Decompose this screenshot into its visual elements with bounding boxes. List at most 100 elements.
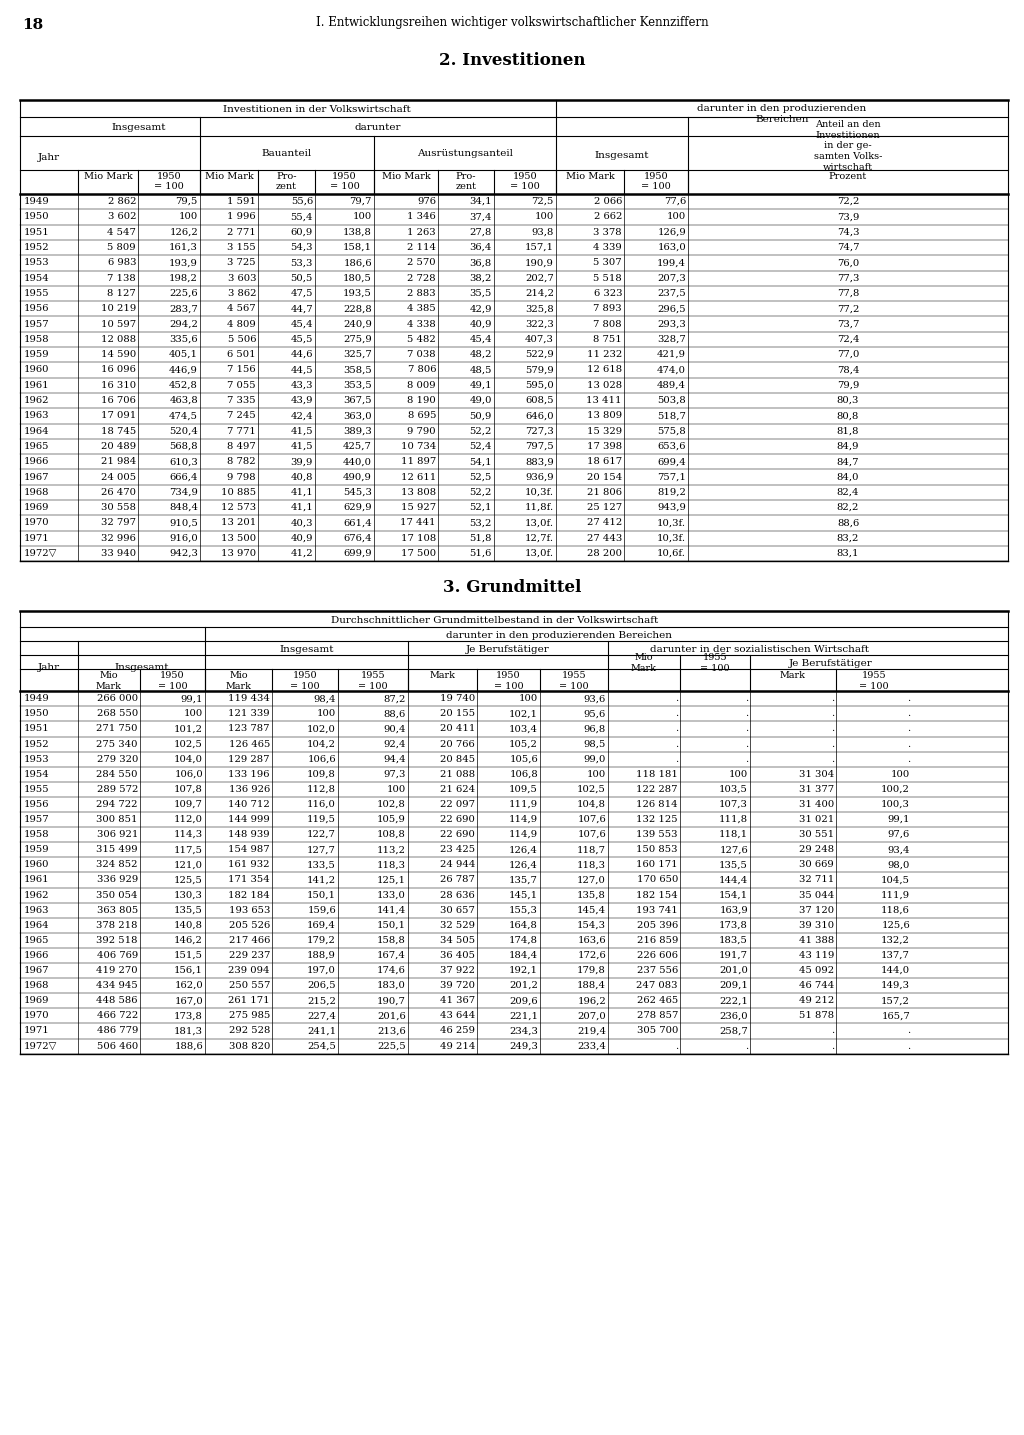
Text: 328,7: 328,7 <box>657 334 686 344</box>
Text: 306 921: 306 921 <box>96 831 138 839</box>
Text: 13 201: 13 201 <box>221 518 256 528</box>
Text: 1950
= 100: 1950 = 100 <box>494 672 523 690</box>
Text: 3. Grundmittel: 3. Grundmittel <box>442 580 582 596</box>
Text: 20 154: 20 154 <box>587 472 622 482</box>
Text: Investitionen in der Volkswirtschaft: Investitionen in der Volkswirtschaft <box>223 105 411 113</box>
Text: 145,4: 145,4 <box>577 905 606 914</box>
Text: .: . <box>830 1042 834 1050</box>
Text: 5 518: 5 518 <box>593 274 622 283</box>
Text: 52,2: 52,2 <box>470 426 492 436</box>
Text: .: . <box>830 709 834 719</box>
Text: 353,5: 353,5 <box>343 380 372 390</box>
Text: 104,5: 104,5 <box>881 875 910 884</box>
Text: 8 782: 8 782 <box>227 458 256 466</box>
Text: 201,2: 201,2 <box>509 982 538 990</box>
Text: 1955: 1955 <box>24 785 49 794</box>
Text: 237,5: 237,5 <box>657 288 686 298</box>
Text: 31 377: 31 377 <box>799 785 834 794</box>
Text: 13 500: 13 500 <box>221 534 256 542</box>
Text: 161 932: 161 932 <box>228 861 270 870</box>
Text: 73,9: 73,9 <box>837 212 859 221</box>
Text: 44,6: 44,6 <box>291 350 313 359</box>
Text: 8 009: 8 009 <box>408 380 436 390</box>
Text: 12 088: 12 088 <box>101 334 136 344</box>
Text: 35 044: 35 044 <box>799 891 834 900</box>
Text: 1950: 1950 <box>24 709 49 719</box>
Text: 241,1: 241,1 <box>307 1026 336 1036</box>
Text: 190,9: 190,9 <box>525 258 554 267</box>
Text: 149,3: 149,3 <box>881 982 910 990</box>
Text: 107,6: 107,6 <box>578 831 606 839</box>
Text: 20 155: 20 155 <box>440 709 475 719</box>
Text: 123 787: 123 787 <box>228 725 270 733</box>
Text: 45 092: 45 092 <box>799 966 834 974</box>
Text: 163,9: 163,9 <box>719 905 748 914</box>
Text: 35,5: 35,5 <box>470 288 492 298</box>
Text: 150 853: 150 853 <box>637 845 678 854</box>
Text: 5 482: 5 482 <box>408 334 436 344</box>
Text: 215,2: 215,2 <box>307 996 336 1006</box>
Text: 421,9: 421,9 <box>657 350 686 359</box>
Text: 1951: 1951 <box>24 725 50 733</box>
Text: 1961: 1961 <box>24 380 49 390</box>
Text: 489,4: 489,4 <box>657 380 686 390</box>
Text: 237 556: 237 556 <box>637 966 678 974</box>
Text: 46 259: 46 259 <box>440 1026 475 1036</box>
Text: .: . <box>675 1042 678 1050</box>
Text: 3 862: 3 862 <box>227 288 256 298</box>
Text: 113,2: 113,2 <box>377 845 406 854</box>
Text: 17 091: 17 091 <box>100 412 136 420</box>
Text: 77,0: 77,0 <box>837 350 859 359</box>
Text: 37,4: 37,4 <box>469 212 492 221</box>
Text: 19 740: 19 740 <box>439 695 475 703</box>
Text: 7 245: 7 245 <box>227 412 256 420</box>
Text: 4 385: 4 385 <box>408 304 436 313</box>
Text: 40,8: 40,8 <box>291 472 313 482</box>
Text: 1949: 1949 <box>24 695 50 703</box>
Text: 13 028: 13 028 <box>587 380 622 390</box>
Text: 2 862: 2 862 <box>108 197 136 207</box>
Text: 12 573: 12 573 <box>221 504 256 512</box>
Text: 222,1: 222,1 <box>719 996 748 1006</box>
Text: 217 466: 217 466 <box>228 936 270 944</box>
Text: 49 214: 49 214 <box>439 1042 475 1050</box>
Text: 132 125: 132 125 <box>636 815 678 824</box>
Text: 2 570: 2 570 <box>408 258 436 267</box>
Text: 191,7: 191,7 <box>719 951 748 960</box>
Text: 8 190: 8 190 <box>408 396 436 405</box>
Text: 225,5: 225,5 <box>377 1042 406 1050</box>
Text: 81,8: 81,8 <box>837 426 859 436</box>
Text: 197,0: 197,0 <box>307 966 336 974</box>
Text: 7 893: 7 893 <box>593 304 622 313</box>
Text: .: . <box>907 755 910 763</box>
Text: 6 983: 6 983 <box>108 258 136 267</box>
Text: 239 094: 239 094 <box>228 966 270 974</box>
Text: 221,1: 221,1 <box>509 1012 538 1020</box>
Text: 1954: 1954 <box>24 769 50 779</box>
Text: 24 944: 24 944 <box>439 861 475 870</box>
Text: 1960: 1960 <box>24 861 49 870</box>
Text: 138,8: 138,8 <box>343 228 372 237</box>
Text: 4 547: 4 547 <box>108 228 136 237</box>
Text: 160 171: 160 171 <box>636 861 678 870</box>
Text: 1950
= 100: 1950 = 100 <box>158 672 187 690</box>
Text: 294 722: 294 722 <box>96 799 138 809</box>
Text: 34,1: 34,1 <box>469 197 492 207</box>
Text: Insgesamt: Insgesamt <box>595 151 649 159</box>
Text: 154,3: 154,3 <box>577 921 606 930</box>
Text: 40,9: 40,9 <box>291 534 313 542</box>
Text: 94,4: 94,4 <box>383 755 406 763</box>
Text: 936,9: 936,9 <box>525 472 554 482</box>
Text: 30 558: 30 558 <box>101 504 136 512</box>
Text: 100: 100 <box>179 212 198 221</box>
Text: 21 088: 21 088 <box>440 769 475 779</box>
Text: 8 497: 8 497 <box>227 442 256 451</box>
Text: 2. Investitionen: 2. Investitionen <box>438 52 586 69</box>
Text: 135,7: 135,7 <box>509 875 538 884</box>
Text: 228,8: 228,8 <box>343 304 372 313</box>
Text: 440,0: 440,0 <box>343 458 372 466</box>
Text: 3 155: 3 155 <box>227 243 256 253</box>
Text: 1950
= 100: 1950 = 100 <box>510 172 540 191</box>
Text: 5 307: 5 307 <box>593 258 622 267</box>
Text: .: . <box>907 739 910 749</box>
